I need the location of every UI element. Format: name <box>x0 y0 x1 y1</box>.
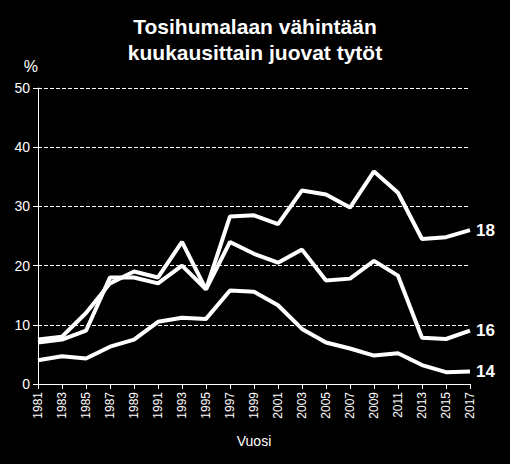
svg-text:18: 18 <box>476 221 495 240</box>
svg-text:2011: 2011 <box>391 392 405 418</box>
svg-text:2005: 2005 <box>319 392 333 419</box>
svg-text:1991: 1991 <box>151 392 165 419</box>
svg-text:1981: 1981 <box>31 392 45 419</box>
svg-text:1995: 1995 <box>199 392 213 419</box>
svg-text:2013: 2013 <box>415 392 429 419</box>
svg-text:2001: 2001 <box>271 392 285 419</box>
svg-text:%: % <box>24 58 38 75</box>
svg-text:14: 14 <box>476 362 495 381</box>
svg-text:10: 10 <box>14 317 30 333</box>
svg-text:40: 40 <box>14 139 30 155</box>
svg-text:30: 30 <box>14 198 30 214</box>
svg-text:2003: 2003 <box>295 392 309 419</box>
svg-text:1989: 1989 <box>127 392 141 419</box>
svg-text:kuukausittain juovat tytöt: kuukausittain juovat tytöt <box>128 41 382 64</box>
svg-text:1993: 1993 <box>175 392 189 419</box>
svg-text:1985: 1985 <box>79 392 93 419</box>
svg-text:1983: 1983 <box>55 392 69 419</box>
svg-text:16: 16 <box>476 321 495 340</box>
svg-text:Tosihumalaan vähintään: Tosihumalaan vähintään <box>133 15 377 38</box>
svg-text:1999: 1999 <box>247 392 261 419</box>
svg-text:Vuosi: Vuosi <box>237 433 272 449</box>
svg-text:1987: 1987 <box>103 392 117 419</box>
svg-text:2009: 2009 <box>367 392 381 419</box>
svg-text:0: 0 <box>22 376 30 392</box>
svg-text:2015: 2015 <box>439 392 453 419</box>
svg-text:50: 50 <box>14 80 30 96</box>
svg-text:2017: 2017 <box>463 392 477 419</box>
svg-text:2007: 2007 <box>343 392 357 419</box>
svg-text:20: 20 <box>14 258 30 274</box>
svg-text:1997: 1997 <box>223 392 237 419</box>
